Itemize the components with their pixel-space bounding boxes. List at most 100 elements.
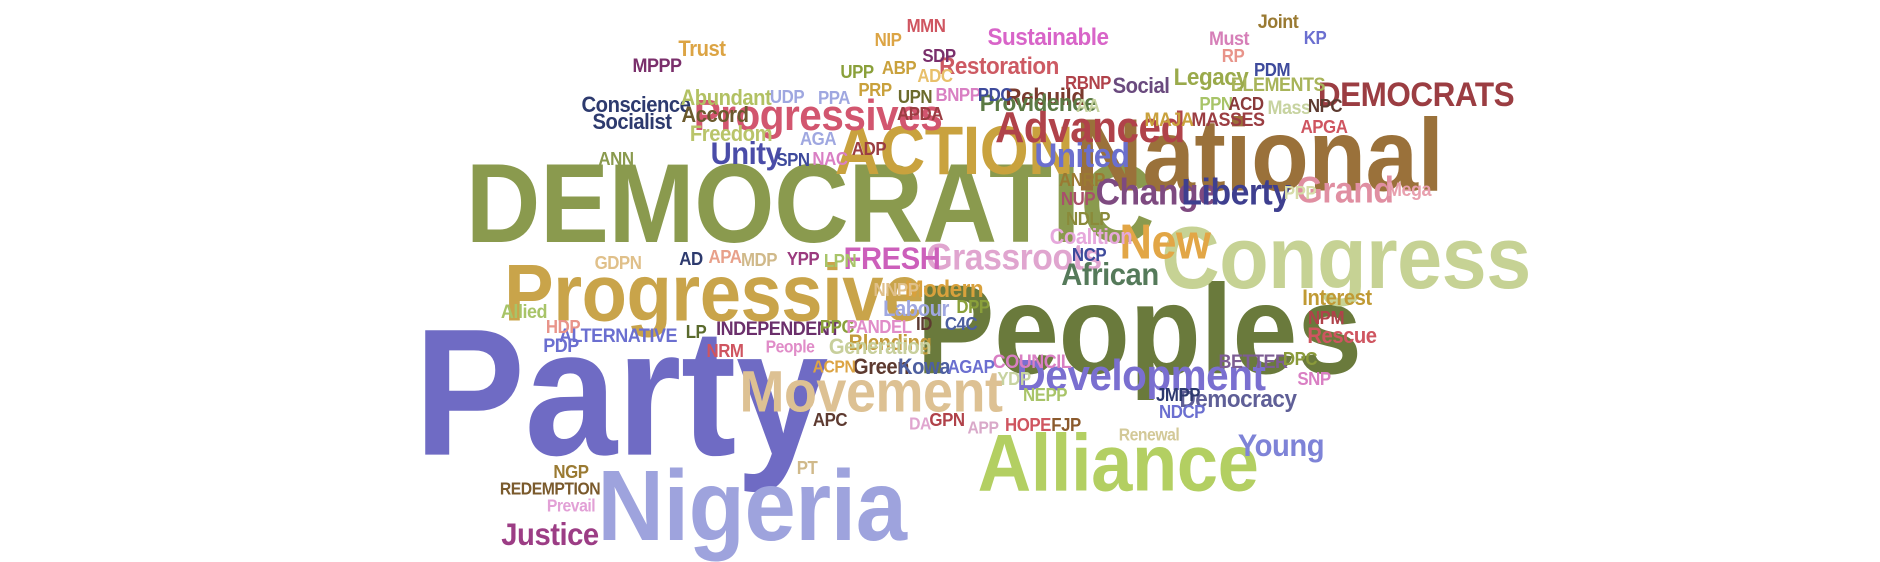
word-adc: ADC [916, 64, 953, 86]
word-redemption: REDEMPTION [499, 479, 601, 499]
word-legacy: Legacy [1173, 63, 1249, 91]
word-dpc: DPC [1282, 348, 1317, 370]
word-freedom: Freedom [690, 121, 773, 147]
word-providence: Providence [979, 89, 1097, 117]
word-development: Development [1016, 351, 1266, 401]
word-grand: Grand [1296, 169, 1394, 211]
word-app: APP [967, 418, 999, 438]
word-adp: ADP [851, 137, 887, 159]
word-acd: ACD [1228, 92, 1264, 114]
word-must: Must [1208, 28, 1250, 51]
word-peoples: Peoples [916, 258, 1362, 401]
word-mass: Mass [1267, 96, 1311, 119]
word-pt: PT [796, 456, 818, 478]
word-democrats: DEMOCRATS [1318, 76, 1515, 115]
word-better: BETTER [1218, 351, 1289, 374]
word-ad: AD [679, 247, 703, 269]
word-fresh: FRESH [843, 240, 941, 277]
word-grassroots: Grassroots [925, 236, 1102, 278]
word-ppn: PPN [1198, 92, 1233, 114]
word-prevail: Prevail [546, 496, 596, 516]
word-c4c: C4C [945, 312, 978, 334]
word-green: Green [852, 353, 910, 379]
word-national: National [1075, 98, 1444, 214]
word-kowa: Kowa [897, 353, 951, 379]
word-ppg: PPG [820, 316, 855, 338]
word-prp: PRP [858, 79, 892, 101]
word-lpn: LPN [823, 250, 856, 272]
word-social: Social [1112, 72, 1170, 98]
word-upn: UPN [897, 85, 933, 107]
word-alternative: ALTERNATIVE [559, 325, 678, 348]
word-labour: Labour [883, 296, 950, 322]
word-accord: Accord [682, 101, 749, 127]
word-hope: HOPE [1005, 413, 1052, 435]
word-ngp: NGP [553, 460, 589, 482]
word-african: African [1061, 255, 1159, 292]
word-renewal: Renewal [1118, 425, 1179, 445]
word-rescue: Rescue [1307, 322, 1378, 348]
word-rbnp: RBNP [1064, 71, 1111, 93]
word-congress: Congress [1161, 207, 1531, 307]
word-jmpp: JMPP [1155, 383, 1201, 405]
word-npm: NPM [1308, 306, 1345, 328]
word-sdp: SDP [922, 45, 957, 67]
word-joint: Joint [1257, 11, 1298, 34]
word-agap: AGAP [947, 355, 995, 377]
word-ncp: NCP [1071, 244, 1107, 266]
word-independent: INDEPENDENT [715, 318, 840, 341]
word-npc: NPC [1308, 95, 1343, 117]
word-ann: ANN [598, 147, 634, 169]
word-restoration: Restoration [939, 52, 1059, 80]
word-upp: UPP [840, 60, 874, 82]
word-generation: Generation [828, 333, 932, 359]
word-pdp: PDP [543, 335, 579, 358]
word-abundant: Abundant [681, 84, 772, 110]
word-dpp: DPP [956, 295, 991, 317]
word-people: People [765, 337, 815, 357]
word-acpn: ACPN [812, 356, 855, 376]
word-aa: AA [1076, 95, 1100, 117]
word-nac: NAC [812, 147, 848, 169]
word-ppp: PPP [1283, 181, 1316, 203]
word-united: United [1034, 137, 1130, 176]
word-ndcp: NDCP [1158, 400, 1205, 422]
word-democratic: DEMOCRATIC [466, 139, 1155, 266]
word-ndlp: NDLP [1065, 207, 1110, 229]
word-nip: NIP [874, 29, 902, 51]
word-liberty: Liberty [1181, 171, 1292, 213]
word-action: ACTION [834, 113, 1074, 190]
word-alliance: Alliance [977, 418, 1259, 509]
word-da: DA [909, 414, 931, 434]
word-party: Party [413, 291, 828, 494]
word-justice: Justice [501, 516, 599, 553]
word-apc: APC [812, 409, 848, 431]
word-ypp: YPP [786, 247, 820, 269]
word-socialist: Socialist [592, 109, 672, 135]
word-nepp: NEPP [1023, 383, 1068, 405]
word-interest: Interest [1302, 285, 1373, 311]
word-trust: Trust [678, 35, 727, 61]
word-modern: Modern [905, 275, 984, 303]
word-nnpp: NNPP [873, 278, 919, 300]
word-blending: Blending [848, 330, 931, 356]
word-pdc: PDC [978, 84, 1013, 106]
word-pdm: PDM [1253, 58, 1291, 80]
word-id: ID [915, 312, 932, 334]
word-mmn: MMN [906, 14, 946, 36]
word-progressive: Progressive [504, 249, 925, 340]
word-masses: MASSES [1191, 109, 1265, 132]
word-lp: LP [685, 321, 707, 343]
word-anrp: ANRP [1058, 168, 1105, 190]
word-abp: ABP [882, 57, 917, 79]
word-sustainable: Sustainable [987, 23, 1109, 51]
word-aga: AGA [799, 128, 837, 150]
word-udp: UDP [770, 85, 805, 107]
word-ydp: YDP [996, 367, 1031, 389]
word-council: COUNCIL [992, 351, 1072, 374]
word-spn: SPN [776, 148, 811, 170]
word-apda: APDA [896, 102, 943, 124]
word-allied: Allied [501, 300, 548, 323]
word-mega: Mega [1387, 178, 1432, 201]
word-gpn: GPN [929, 409, 965, 431]
